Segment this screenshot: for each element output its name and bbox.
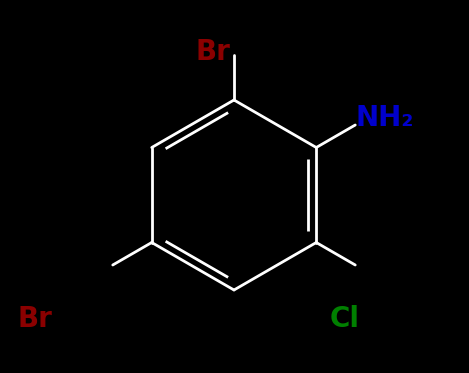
Text: Cl: Cl (330, 305, 360, 333)
Text: NH₂: NH₂ (355, 104, 413, 132)
Text: Br: Br (18, 305, 53, 333)
Text: Br: Br (195, 38, 230, 66)
